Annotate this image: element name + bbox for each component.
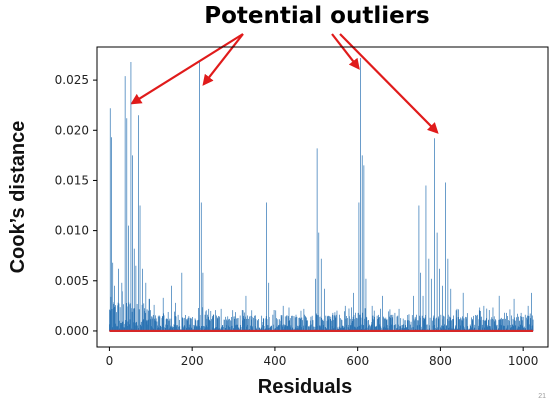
x-tick-label: 1000 xyxy=(508,354,539,368)
plot-frame xyxy=(96,46,549,348)
y-axis-label: Cook’s distance xyxy=(7,121,29,274)
x-tick-label: 200 xyxy=(181,354,204,368)
annotation-arrows xyxy=(130,33,439,134)
stem-bars xyxy=(109,58,534,331)
outlier-arrow xyxy=(331,33,360,70)
page-number: 21 xyxy=(538,393,546,400)
y-tick-label: 0.005 xyxy=(55,274,89,288)
x-tick-label: 400 xyxy=(263,354,286,368)
y-tick-label: 0.000 xyxy=(55,324,89,338)
x-tick-label: 0 xyxy=(106,354,114,368)
y-tick-label: 0.010 xyxy=(55,224,89,238)
annotation-title: Potential outliers xyxy=(204,3,430,29)
outlier-arrow xyxy=(202,33,244,86)
outlier-arrow xyxy=(130,33,244,105)
outlier-arrow xyxy=(339,33,439,134)
plot-area: 0 200 400 600 800 1000 0.0000.0050.0100.0150.… xyxy=(55,46,549,368)
y-axis-ticks: 0.000 0.005 0.010 0.015 0.020 0.025 xyxy=(55,73,97,338)
x-axis-ticks: 0 200 400 600 800 1000 xyxy=(106,347,539,368)
y-tick-label: 0.025 xyxy=(55,73,89,87)
y-tick-label: 0.020 xyxy=(55,123,89,137)
x-tick-label: 800 xyxy=(429,354,452,368)
x-tick-label: 600 xyxy=(346,354,369,368)
y-tick-label: 0.015 xyxy=(55,173,89,187)
x-axis-label: Residuals xyxy=(258,376,352,398)
